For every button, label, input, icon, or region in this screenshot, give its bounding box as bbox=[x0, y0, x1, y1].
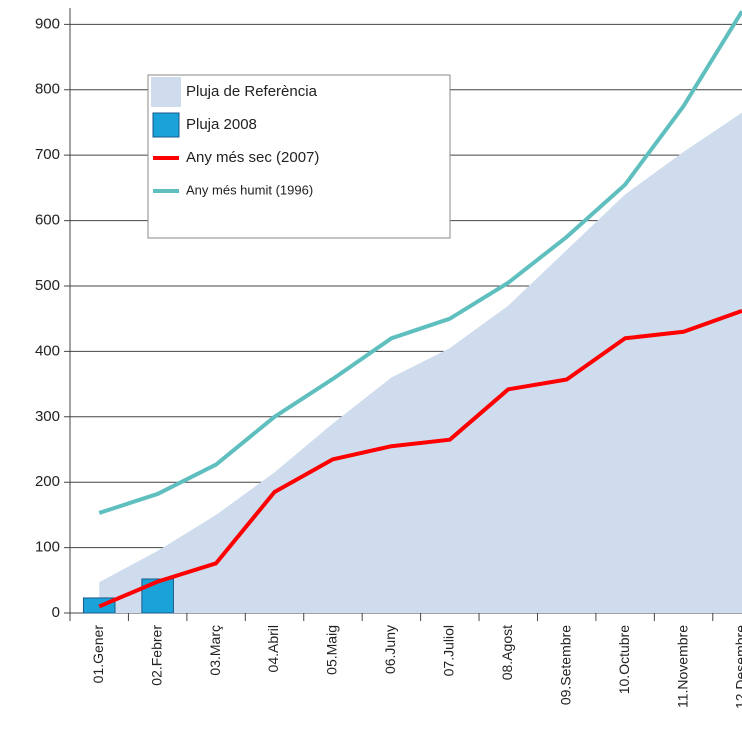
y-tick-label: 900 bbox=[35, 15, 60, 32]
y-tick-label: 800 bbox=[35, 81, 60, 98]
x-tick-label: 08.Agost bbox=[499, 625, 515, 680]
x-tick-label: 03.Març bbox=[207, 625, 223, 676]
legend-swatch bbox=[152, 112, 180, 138]
y-tick-label: 400 bbox=[35, 342, 60, 359]
x-tick-label: 06.Juny bbox=[382, 625, 398, 674]
y-tick-label: 200 bbox=[35, 473, 60, 490]
x-tick-label: 04.Abril bbox=[265, 625, 281, 672]
line bbox=[98, 10, 742, 515]
data bbox=[82, 10, 742, 614]
y-tick-label: 500 bbox=[35, 277, 60, 294]
x-tick-label: 11.Novembre bbox=[674, 625, 690, 708]
legend-label: Any més humit (1996) bbox=[186, 182, 313, 197]
y-tick-label: 100 bbox=[35, 539, 60, 556]
legend-label: Pluja 2008 bbox=[186, 116, 257, 133]
x-tick-label: 05.Maig bbox=[324, 625, 340, 675]
y-tick-label: 300 bbox=[35, 408, 60, 425]
legend-label: Any més sec (2007) bbox=[186, 149, 319, 166]
x-tick-label: 10.Octubre bbox=[616, 625, 632, 694]
x-tick-label: 09.Setembre bbox=[557, 625, 573, 705]
line bbox=[98, 308, 742, 609]
legend-label: Pluja de Referència bbox=[186, 83, 318, 100]
area bbox=[99, 112, 742, 613]
legend-swatch bbox=[151, 77, 181, 107]
bar bbox=[141, 578, 174, 614]
legend-box bbox=[147, 74, 451, 239]
y-tick-label: 700 bbox=[35, 146, 60, 163]
x-tick-label: 01.Gener bbox=[90, 625, 106, 684]
legend: Pluja de Referència Pluja 2008 Any més sec… bbox=[147, 74, 451, 239]
y-tick-label: 0 bbox=[52, 604, 60, 621]
x-tick-label: 07.Juliol bbox=[441, 625, 457, 676]
y-tick-label: 600 bbox=[35, 212, 60, 229]
x-tick-label: 02.Febrer bbox=[148, 625, 164, 686]
x-tick-label: 12.Desembre bbox=[733, 625, 742, 709]
